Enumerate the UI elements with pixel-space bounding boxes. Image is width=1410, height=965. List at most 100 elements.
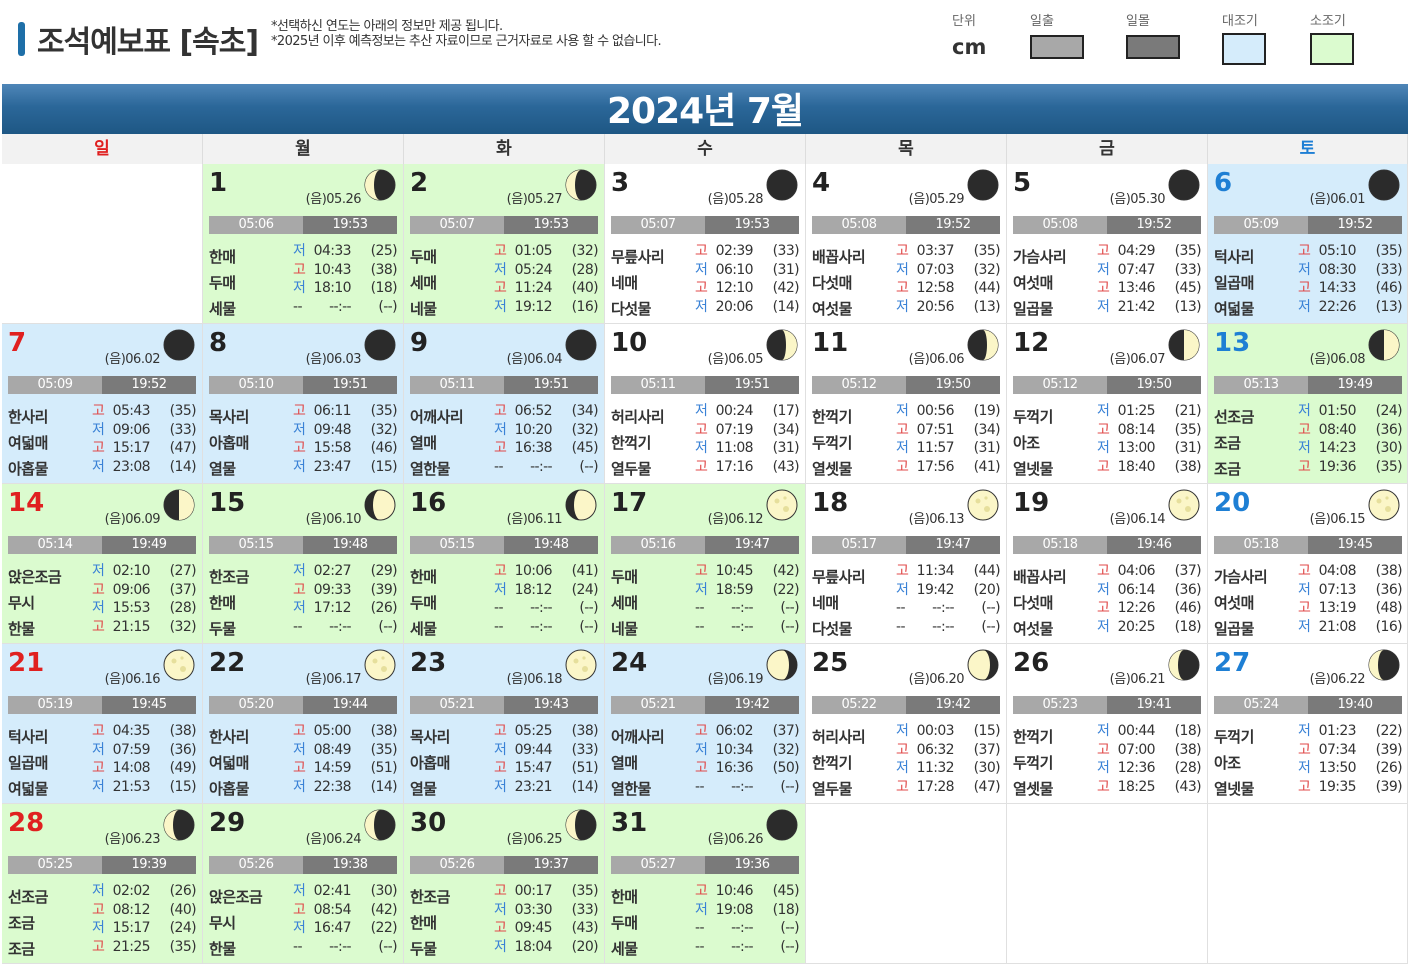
tide-name: 여섯매 — [1214, 594, 1254, 612]
day-cell[interactable]: 10 (음)06.05 05:11 19:51 허리사리 한꺽기 열두물 저 00:24 (17… — [605, 324, 806, 484]
tide-height: (40) — [571, 280, 599, 296]
tide-time: --:-- — [530, 458, 553, 475]
sunset-time: 19:51 — [303, 376, 397, 394]
tide-type: 저 — [1298, 723, 1311, 739]
tide-height: (38) — [1174, 741, 1202, 758]
tide-row: 고 14:59 (51) — [293, 759, 398, 778]
tide-type: -- — [695, 618, 705, 635]
tide-height: (28) — [169, 600, 197, 616]
tide-height: (--) — [378, 938, 397, 955]
tide-name: 세매 — [410, 274, 437, 292]
day-cell[interactable]: 23 (음)06.18 05:21 19:43 목사리 아홉매 열물 고 05:25 (38) 저… — [404, 644, 605, 804]
day-cell[interactable]: 3 (음)05.28 05:07 19:53 무릎사리 네매 다섯물 고 02:39 (33) 저 0… — [605, 164, 806, 324]
day-cell[interactable]: 2 (음)05.27 05:07 19:53 두매 세매 네물 고 01:05 (32) 저 05:… — [404, 164, 605, 324]
tide-time: 04:35 — [112, 723, 151, 739]
tide-row: 저 18:10 (18) — [293, 279, 398, 298]
tide-type: 저 — [1097, 298, 1110, 315]
sun-times-bar: 05:26 19:38 — [209, 856, 397, 874]
tide-time: 17:16 — [715, 458, 754, 475]
tide-time: 06:10 — [715, 261, 754, 278]
tide-type: 고 — [1298, 458, 1311, 475]
day-cell[interactable]: 8 (음)06.03 05:10 19:51 목사리 아홉매 열물 고 06:11 (35) 저 09… — [203, 324, 404, 484]
tide-row: 고 12:58 (44) — [896, 279, 1001, 298]
tide-time: 05:43 — [112, 403, 151, 419]
day-cell[interactable]: 28 (음)06.23 05:25 19:39 선조금 조금 조금 저 02:02 (26) 고 0… — [2, 804, 203, 964]
tide-name: 두꺽기 — [1214, 728, 1254, 746]
tide-row: 고 04:29 (35) — [1097, 242, 1202, 261]
tide-list: 고 05:43 (35) 저 09:06 (33) 고 15:17 (47) 저 23:08 (14) — [92, 402, 197, 476]
day-cell[interactable]: 21 (음)06.16 05:19 19:45 턱사리 일곱매 여덟물 고 04:35 (38)… — [2, 644, 203, 804]
tide-time: 20:56 — [916, 298, 955, 315]
day-cell[interactable]: 13 (음)06.08 05:13 19:49 선조금 조금 조금 저 01:50 (24) 고 0… — [1208, 324, 1408, 484]
tide-type: 저 — [92, 741, 105, 758]
tide-type: 저 — [92, 421, 105, 438]
tide-name: 두매 — [209, 274, 236, 292]
day-cell[interactable]: 14 (음)06.09 05:14 19:49 앉은조금 무시 한물 저 02:10 (27) 고… — [2, 484, 203, 644]
day-cell[interactable]: 17 (음)06.12 05:16 19:47 두매 세매 네물 고 10:45 (42) 저 18… — [605, 484, 806, 644]
day-cell[interactable]: 29 (음)06.24 05:26 19:38 앉은조금 무시 한물 저 02:41 (30) 고… — [203, 804, 404, 964]
tide-row: 저 10:20 (32) — [494, 421, 599, 440]
day-cell[interactable]: 31 (음)06.26 05:27 19:36 한매 두매 세물 고 10:46 (45) 저 19:… — [605, 804, 806, 964]
moon-phase-icon — [1167, 328, 1201, 362]
tide-height: (16) — [1375, 618, 1403, 635]
day-cell[interactable]: 12 (음)06.07 05:12 19:50 두꺽기 아조 열넷물 저 01:25 (21) 고… — [1007, 324, 1208, 484]
moon-phase-icon — [363, 168, 397, 202]
tide-time: 15:17 — [112, 920, 151, 936]
tide-type: 고 — [1298, 421, 1311, 438]
unit-value: cm — [952, 35, 987, 59]
tide-type: 저 — [896, 403, 909, 419]
day-cell[interactable]: 30 (음)06.25 05:26 19:37 한조금 한매 두물 고 00:17 (35) 저 0… — [404, 804, 605, 964]
tide-row: 저 20:56 (13) — [896, 298, 1001, 317]
day-cell[interactable]: 27 (음)06.22 05:24 19:40 두꺽기 아조 열넷물 저 01:23 (22) 고… — [1208, 644, 1408, 804]
tide-row: 저 18:12 (24) — [494, 581, 599, 600]
sunrise-time: 05:23 — [1013, 696, 1107, 714]
day-cell[interactable]: 6 (음)06.01 05:09 19:52 턱사리 일곱매 여덟물 고 05:10 (35) 저 0… — [1208, 164, 1408, 324]
tide-name: 두꺽기 — [1013, 754, 1053, 772]
tide-row: 저 15:53 (28) — [92, 599, 197, 618]
tide-height: (13) — [1375, 298, 1403, 315]
tide-type: 고 — [695, 421, 708, 438]
day-cell[interactable]: 19 (음)06.14 05:18 19:46 배꼽사리 다섯매 여섯물 고 04:06 (37… — [1007, 484, 1208, 644]
day-cell[interactable]: 11 (음)06.06 05:12 19:50 한꺽기 두꺽기 열셋물 저 00:56 (19)… — [806, 324, 1007, 484]
moon-phase-icon — [363, 328, 397, 362]
tide-time: 12:58 — [916, 280, 955, 296]
tide-names: 어깨사리 열매 열한물 — [611, 724, 665, 802]
day-cell[interactable]: 26 (음)06.21 05:23 19:41 한꺽기 두꺽기 열셋물 저 00:44 (18)… — [1007, 644, 1208, 804]
day-cell[interactable]: 4 (음)05.29 05:08 19:52 배꼽사리 다섯매 여섯물 고 03:37 (35) 저… — [806, 164, 1007, 324]
day-cell[interactable]: 16 (음)06.11 05:15 19:48 한매 두매 세물 고 10:06 (41) 저 18… — [404, 484, 605, 644]
tide-list: 고 01:05 (32) 저 05:24 (28) 고 11:24 (40) 저 19:12 (16) — [494, 242, 599, 316]
tide-name: 열매 — [611, 754, 638, 772]
day-cell[interactable]: 15 (음)06.10 05:15 19:48 한조금 한매 두물 저 02:27 (29) 고 0… — [203, 484, 404, 644]
tide-name: 한물 — [8, 620, 35, 638]
sun-times-bar: 05:26 19:37 — [410, 856, 598, 874]
tide-type: 고 — [1097, 600, 1110, 616]
day-cell[interactable]: 7 (음)06.02 05:09 19:52 한사리 여덟매 아홉물 고 05:43 (35) 저 0… — [2, 324, 203, 484]
tide-type: 저 — [695, 403, 708, 419]
day-cell[interactable]: 22 (음)06.17 05:20 19:44 한사리 여덟매 아홉물 고 05:00 (38)… — [203, 644, 404, 804]
sun-times-bar: 05:21 19:42 — [611, 696, 799, 714]
moon-phase-icon — [966, 328, 1000, 362]
sunrise-time: 05:24 — [1214, 696, 1308, 714]
moon-phase-icon — [1367, 648, 1401, 682]
tide-height: (45) — [1174, 280, 1202, 296]
tide-names: 한조금 한매 두물 — [209, 564, 249, 642]
tide-row: 고 04:06 (37) — [1097, 562, 1202, 581]
day-cell[interactable]: 9 (음)06.04 05:11 19:51 어깨사리 열매 열한물 고 06:52 (34) 저 1… — [404, 324, 605, 484]
day-cell[interactable]: 25 (음)06.20 05:22 19:42 허리사리 한꺽기 열두물 저 00:03 (15… — [806, 644, 1007, 804]
tide-row: 저 23:47 (15) — [293, 458, 398, 477]
tide-time: 18:25 — [1117, 778, 1156, 795]
empty-day-cell — [806, 804, 1007, 964]
tide-row: 저 07:59 (36) — [92, 741, 197, 760]
day-cell[interactable]: 24 (음)06.19 05:21 19:42 어깨사리 열매 열한물 고 06:02 (37)… — [605, 644, 806, 804]
tide-type: 고 — [695, 563, 708, 579]
tide-type: 저 — [1097, 261, 1110, 278]
day-cell[interactable]: 1 (음)05.26 05:06 19:53 한매 두매 세물 저 04:33 (25) 고 10:… — [203, 164, 404, 324]
tide-time: 04:33 — [313, 243, 352, 259]
tide-time: --:-- — [329, 938, 352, 955]
sunset-time: 19:51 — [504, 376, 598, 394]
day-cell[interactable]: 5 (음)05.30 05:08 19:52 가슴사리 여섯매 일곱물 고 04:29 (35) 저… — [1007, 164, 1208, 324]
tide-name: 조금 — [8, 914, 35, 932]
tide-time: 10:43 — [313, 261, 352, 278]
day-cell[interactable]: 20 (음)06.15 05:18 19:45 가슴사리 여섯매 일곱물 고 04:08 (38… — [1208, 484, 1408, 644]
day-cell[interactable]: 18 (음)06.13 05:17 19:47 무릎사리 네매 다섯물 고 11:34 (44)… — [806, 484, 1007, 644]
